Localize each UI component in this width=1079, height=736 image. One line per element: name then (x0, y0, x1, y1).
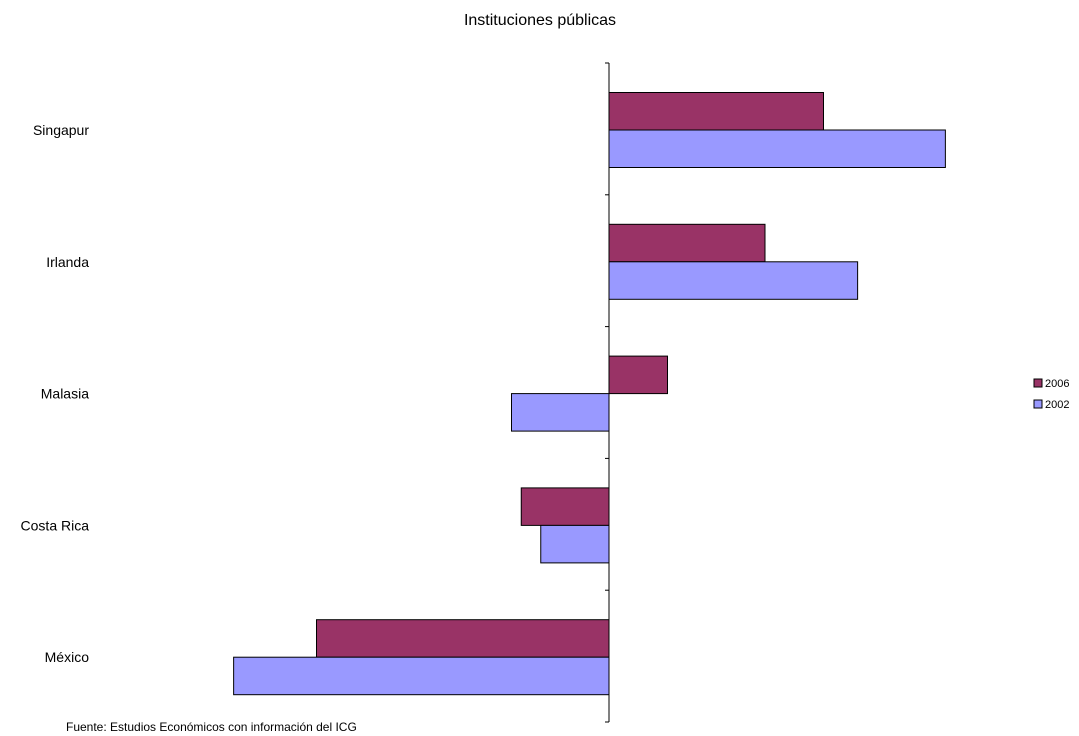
category-label-irlanda: Irlanda (46, 254, 89, 270)
bars-layer (233, 92, 946, 696)
bar-irlanda-2002 (608, 261, 859, 300)
category-label-singapur: Singapur (33, 122, 89, 138)
category-labels: Singapur Irlanda Malasia Costa Rica México (21, 122, 90, 665)
legend: 2006 2002 (1033, 378, 1069, 411)
bar-irlanda-2006 (608, 223, 766, 263)
category-label-mexico: México (45, 649, 90, 665)
category-axis (605, 62, 610, 723)
chart-title: Instituciones públicas (464, 12, 616, 29)
legend-swatch-2002 (1033, 399, 1043, 409)
bar-singapur-2002 (608, 129, 946, 168)
legend-swatch-2006 (1033, 378, 1043, 388)
legend-label-2006: 2006 (1045, 378, 1069, 390)
bar-costa-rica-2002 (540, 524, 610, 564)
bar-mexico-2002 (233, 656, 610, 696)
bar-malasia-2002 (511, 393, 610, 432)
category-label-malasia: Malasia (41, 386, 89, 402)
bar-malasia-2006 (608, 355, 668, 395)
source-note: Fuente: Estudios Económicos con informac… (66, 720, 357, 734)
bar-costa-rica-2006 (520, 487, 610, 526)
category-label-costa-rica: Costa Rica (21, 517, 90, 533)
bar-singapur-2006 (608, 92, 824, 131)
legend-label-2002: 2002 (1045, 399, 1069, 411)
bar-mexico-2006 (316, 619, 610, 658)
